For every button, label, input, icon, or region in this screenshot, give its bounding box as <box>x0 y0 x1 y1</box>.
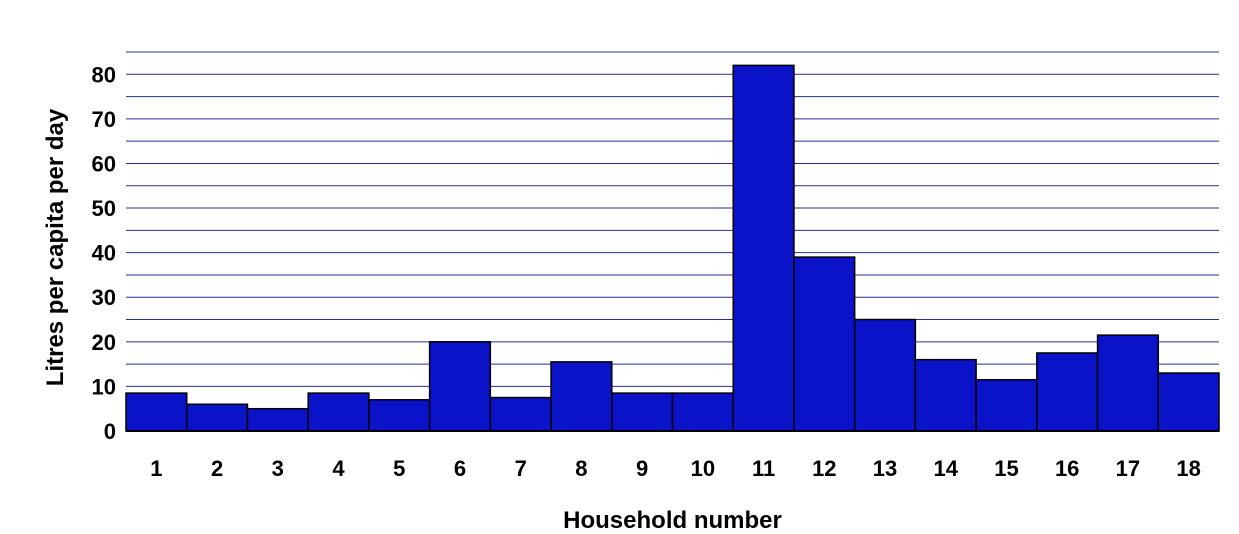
x-axis-title: Household number <box>563 507 782 534</box>
x-tick-label: 8 <box>575 456 587 481</box>
bar-household-3 <box>246 407 309 432</box>
x-tick-label: 6 <box>454 456 466 481</box>
bar-household-9 <box>611 392 674 432</box>
x-tick-label: 18 <box>1176 456 1200 481</box>
y-tick-labels: 0 10 20 30 40 50 60 70 80 <box>92 62 116 444</box>
bar-household-5 <box>368 399 431 432</box>
x-tick-label: 12 <box>812 456 836 481</box>
bar-household-11 <box>732 64 795 432</box>
bar-household-18 <box>1157 372 1220 432</box>
x-tick-label: 2 <box>211 456 223 481</box>
x-tick-label: 9 <box>636 456 648 481</box>
bar-household-7 <box>489 396 552 432</box>
x-tick-label: 1 <box>150 456 162 481</box>
bar-household-2 <box>185 403 249 432</box>
x-tick-label: 13 <box>873 456 897 481</box>
grid-lines <box>126 51 1219 410</box>
x-tick-label: 7 <box>515 456 527 481</box>
x-tick-label: 5 <box>393 456 405 481</box>
bar-household-13 <box>853 318 917 432</box>
y-tick-label: 40 <box>92 241 116 266</box>
y-tick-label: 30 <box>92 285 116 310</box>
y-tick-label: 50 <box>92 196 116 221</box>
bars <box>125 64 1220 432</box>
x-tick-label: 4 <box>332 456 345 481</box>
bar-household-17 <box>1096 334 1160 432</box>
bar-household-10 <box>671 392 734 432</box>
y-tick-label: 70 <box>92 107 116 132</box>
bar-household-12 <box>793 256 856 432</box>
x-tick-label: 15 <box>994 456 1018 481</box>
bar-household-6 <box>428 341 492 432</box>
bar-household-16 <box>1036 352 1099 432</box>
y-tick-label: 10 <box>92 374 116 399</box>
x-tick-label: 3 <box>272 456 284 481</box>
x-tick-label: 17 <box>1116 456 1140 481</box>
x-tick-label: 10 <box>691 456 715 481</box>
y-tick-label: 80 <box>92 62 116 87</box>
y-tick-label: 60 <box>92 151 116 176</box>
y-tick-label: 20 <box>92 330 116 355</box>
x-tick-label: 16 <box>1055 456 1079 481</box>
x-tick-label: 14 <box>934 456 959 481</box>
x-tick-labels: 1 2 3 4 5 6 7 8 9 10 11 12 13 14 15 16 17 18 <box>150 456 1201 481</box>
x-tick-label: 11 <box>752 456 775 481</box>
y-axis-title: Litres per capita per day <box>42 108 69 386</box>
bar-household-4 <box>307 392 370 432</box>
bar-household-14 <box>914 358 977 432</box>
bar-household-15 <box>975 378 1038 432</box>
y-tick-label: 0 <box>104 419 116 444</box>
bar-household-8 <box>550 361 613 432</box>
bar-household-1 <box>125 392 188 432</box>
